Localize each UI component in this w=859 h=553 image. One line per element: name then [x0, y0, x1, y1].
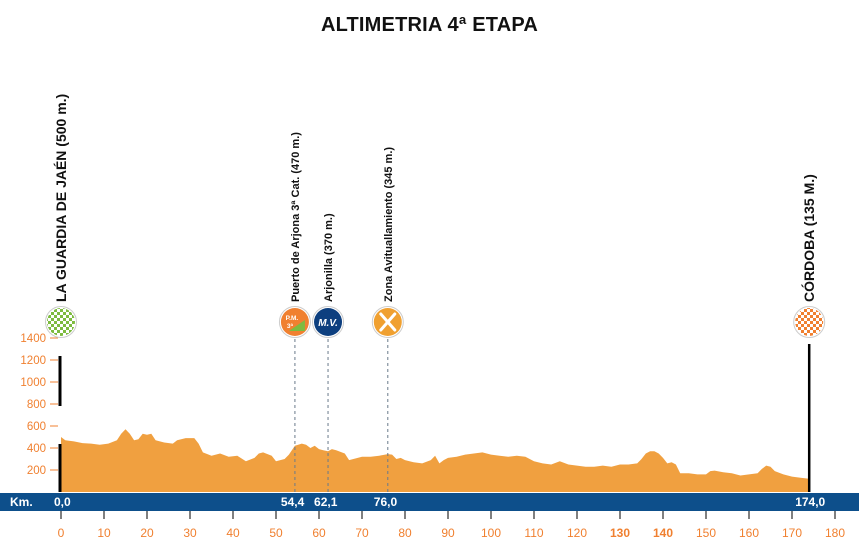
x-tick-label: 80	[398, 526, 412, 540]
finish-point-label: CÓRDOBA (135 M.)	[800, 174, 817, 302]
town-point-label: Arjonilla (370 m.)	[323, 213, 335, 302]
town-badge-text: M.V.	[318, 318, 338, 329]
x-tick-label: 100	[481, 526, 501, 540]
climb-icon	[288, 320, 305, 331]
km-point-label: 174,0	[795, 495, 825, 509]
x-tick-label: 140	[653, 526, 673, 540]
x-tick-label: 110	[524, 526, 543, 540]
finish-badge	[795, 308, 824, 336]
km-point-label: 54,4	[281, 495, 305, 509]
y-tick-label: 600	[27, 421, 46, 433]
y-tick-label: 400	[27, 443, 46, 455]
y-tick-label: 800	[27, 399, 46, 411]
x-tick-label: 20	[140, 526, 154, 540]
x-tick-label: 90	[441, 526, 455, 540]
x-tick-label: 60	[312, 526, 326, 540]
x-tick-label: 70	[355, 526, 369, 540]
climb-badge-text: P.M.	[286, 315, 299, 322]
climb-point-label: Puerto de Arjona 3ª Cat. (470 m.)	[290, 132, 302, 302]
feed-point-label: Zona Avituallamiento (345 m.)	[383, 147, 395, 302]
km-point-label: 76,0	[374, 495, 398, 509]
town-badge	[314, 308, 343, 336]
x-tick-label: 40	[226, 526, 240, 540]
km-band	[0, 493, 859, 511]
y-tick-label: 1000	[20, 377, 46, 389]
x-tick-label: 120	[567, 526, 587, 540]
x-tick-label: 180	[825, 526, 845, 540]
feed-icon	[379, 312, 397, 332]
start-badge	[47, 308, 75, 336]
y-tick-label: 200	[27, 465, 46, 477]
x-tick-label: 10	[97, 526, 111, 540]
x-tick-label: 130	[610, 526, 630, 540]
y-tick-label: 1200	[20, 355, 46, 367]
chart-title: ALTIMETRIA 4ª ETAPA	[320, 14, 539, 36]
start-point-label: LA GUARDIA DE JAÉN (500 m.)	[53, 94, 69, 302]
km-label: Km.	[10, 495, 33, 509]
x-tick-label: 160	[739, 526, 759, 540]
km-point-label: 0,0	[54, 495, 71, 509]
x-tick-label: 30	[183, 526, 197, 540]
elevation-profile-area	[61, 429, 810, 492]
x-tick-label: 50	[269, 526, 283, 540]
climb-category-text: 3ª	[287, 323, 294, 330]
km-point-label: 62,1	[314, 495, 338, 509]
x-tick-label: 0	[58, 526, 65, 540]
x-tick-label: 150	[696, 526, 716, 540]
x-tick-label: 170	[782, 526, 802, 540]
y-tick-label: 1400	[20, 333, 46, 345]
